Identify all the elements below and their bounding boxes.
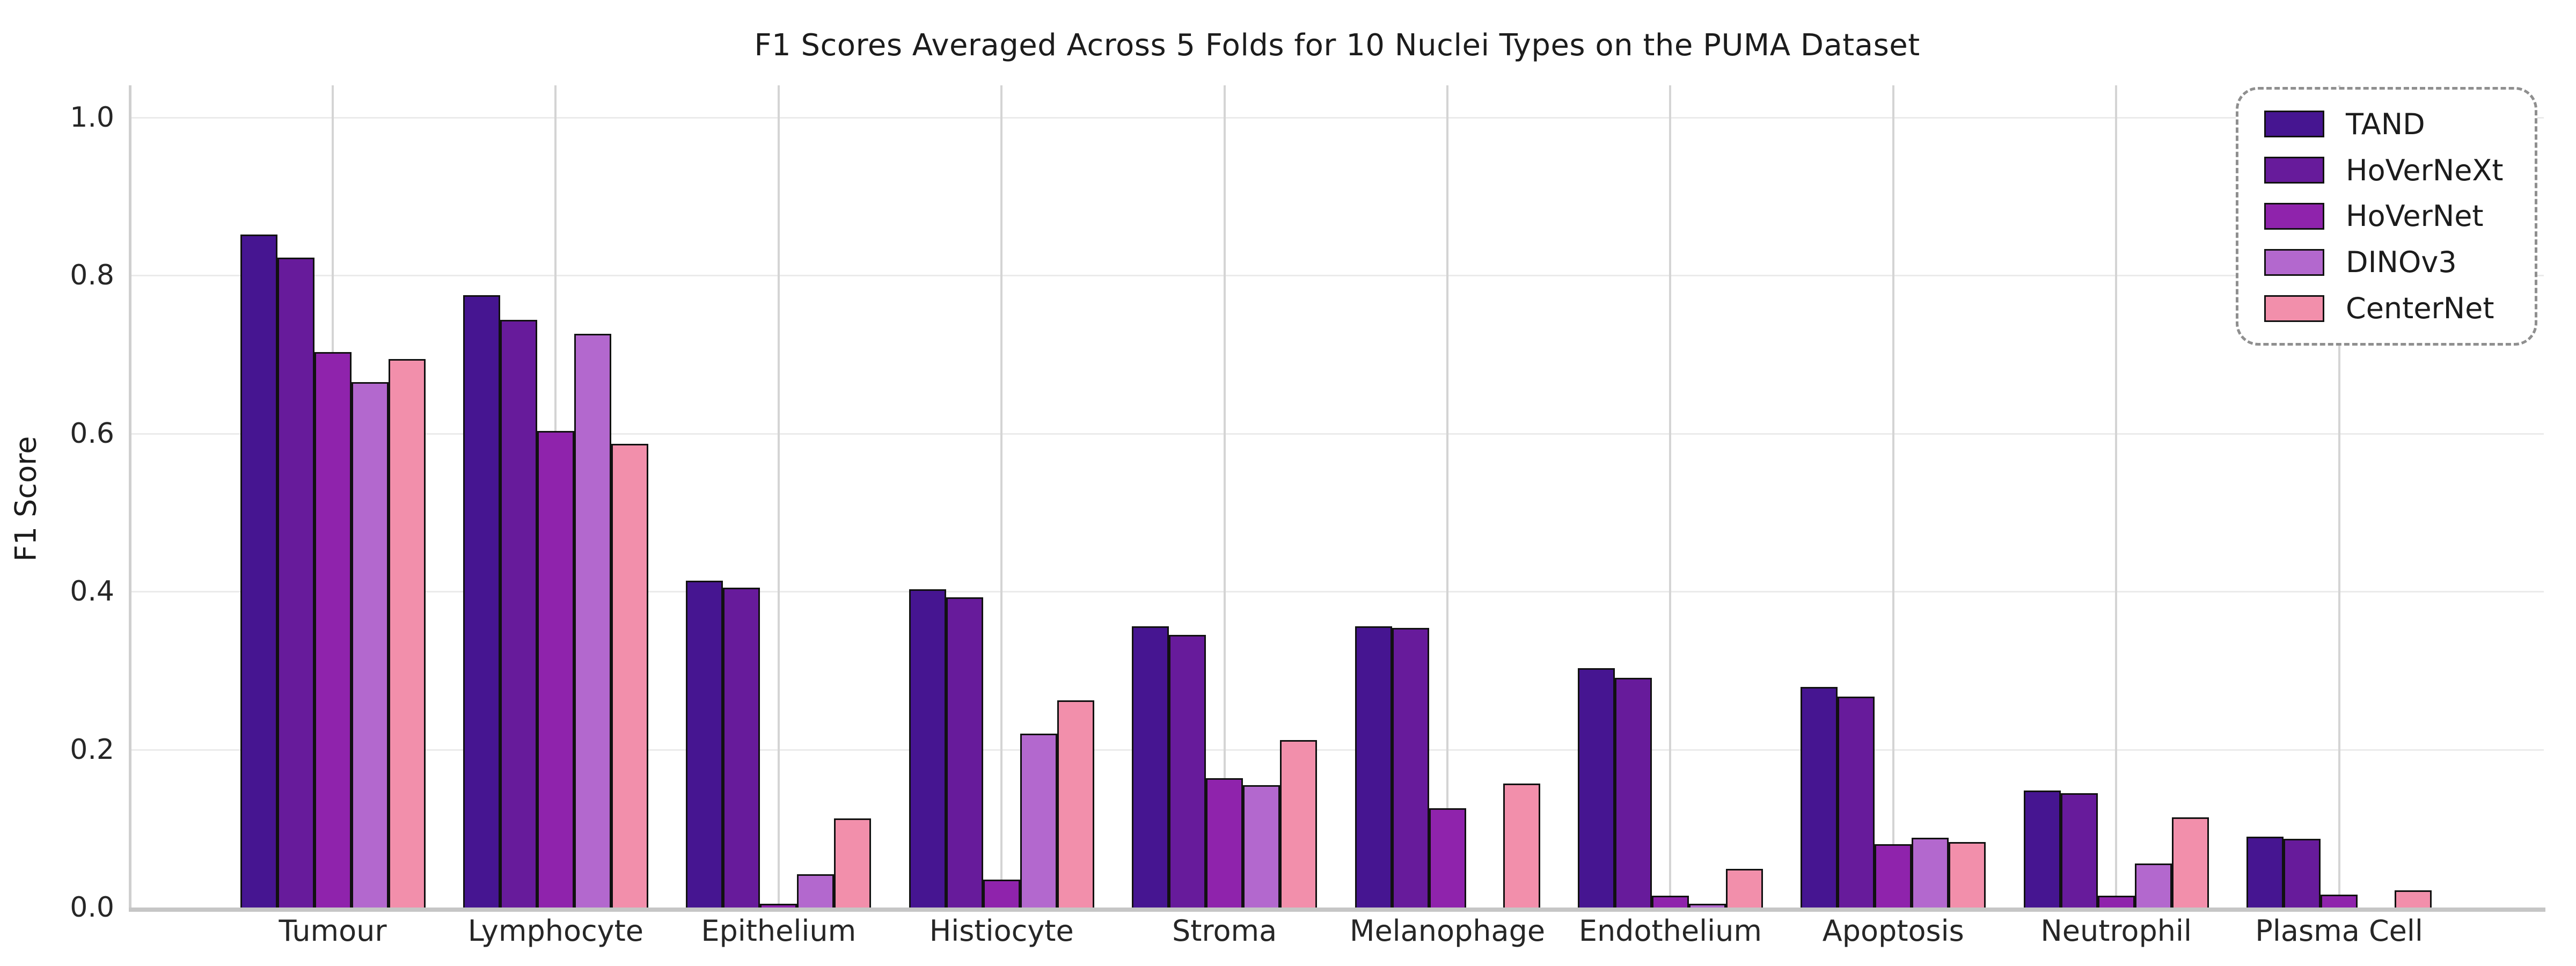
y-tick-label: 1.0	[70, 101, 114, 134]
bar-centernet-stroma	[1280, 740, 1318, 908]
x-tick-label-epithelium: Epithelium	[701, 914, 857, 948]
x-axis-line	[129, 908, 2545, 912]
bar-hovernet-neutrophil	[2097, 895, 2135, 908]
chart-title: F1 Scores Averaged Across 5 Folds for 10…	[754, 28, 1920, 63]
bar-dinov3-lymphocyte	[574, 334, 611, 908]
legend-label-dinov3: DINOv3	[2346, 245, 2457, 280]
legend: TAND HoVerNeXt HoVerNet DINOv3 CenterNet	[2236, 87, 2537, 346]
bar-centernet-endothelium	[1725, 868, 1763, 908]
x-tick-label-endothelium: Endothelium	[1578, 914, 1762, 948]
x-tick-label-neutrophil: Neutrophil	[2040, 914, 2192, 948]
legend-label-tand: TAND	[2346, 107, 2425, 141]
bar-hovernet-histiocyte	[983, 880, 1020, 908]
v-gridline	[2338, 85, 2340, 908]
legend-item-dinov3: DINOv3	[2264, 245, 2535, 279]
bar-dinov3-tumour	[351, 382, 389, 908]
bar-hovernext-histiocyte	[946, 597, 983, 908]
bar-dinov3-neutrophil	[2134, 863, 2172, 908]
bar-tand-epithelium	[686, 580, 723, 908]
h-gridline	[130, 749, 2544, 751]
h-gridline	[130, 591, 2544, 593]
bar-tand-melanophage	[1355, 626, 1392, 908]
bar-centernet-plasma-cell	[2395, 890, 2432, 908]
x-tick-label-tumour: Tumour	[279, 914, 387, 948]
bar-hovernext-epithelium	[723, 587, 760, 908]
h-gridline	[130, 433, 2544, 435]
x-tick-label-plasma-cell: Plasma Cell	[2255, 914, 2423, 948]
bar-centernet-epithelium	[834, 818, 872, 908]
left-axis-spine	[129, 85, 131, 912]
bar-tand-histiocyte	[909, 589, 946, 908]
v-gridline	[1892, 85, 1894, 908]
bar-hovernext-neutrophil	[2060, 793, 2098, 908]
x-tick-label-histiocyte: Histiocyte	[929, 914, 1074, 948]
y-tick-label: 0.6	[70, 417, 114, 450]
bar-hovernet-lymphocyte	[537, 431, 574, 908]
legend-item-hovernet: HoVerNet	[2264, 199, 2535, 233]
x-tick-label-lymphocyte: Lymphocyte	[467, 914, 644, 948]
legend-label-hovernet: HoVerNet	[2346, 199, 2484, 233]
bar-hovernext-stroma	[1169, 635, 1206, 908]
bar-tand-lymphocyte	[463, 295, 500, 908]
bar-centernet-neutrophil	[2171, 817, 2209, 908]
bar-tand-tumour	[240, 234, 277, 908]
bar-hovernext-apoptosis	[1838, 696, 1875, 908]
v-gridline	[777, 85, 780, 908]
y-tick-label: 0.8	[70, 259, 114, 292]
bar-tand-plasma-cell	[2246, 836, 2284, 908]
x-tick-label-stroma: Stroma	[1172, 914, 1277, 948]
bar-dinov3-epithelium	[797, 874, 835, 908]
legend-label-centernet: CenterNet	[2346, 291, 2494, 326]
bar-dinov3-endothelium	[1688, 903, 1726, 908]
bar-hovernext-melanophage	[1392, 627, 1429, 908]
bar-tand-stroma	[1132, 626, 1169, 908]
h-gridline	[130, 117, 2544, 119]
v-gridline	[1446, 85, 1448, 908]
v-gridline	[2115, 85, 2118, 908]
bar-centernet-tumour	[388, 359, 426, 908]
bar-centernet-apoptosis	[1949, 841, 1986, 908]
bar-hovernext-tumour	[277, 257, 314, 908]
legend-item-centernet: CenterNet	[2264, 291, 2535, 325]
legend-item-hovernext: HoVerNeXt	[2264, 153, 2535, 187]
bar-hovernext-lymphocyte	[500, 319, 537, 908]
bar-tand-neutrophil	[2023, 791, 2061, 908]
v-gridline	[1223, 85, 1226, 908]
bar-hovernet-endothelium	[1651, 895, 1689, 908]
bar-dinov3-histiocyte	[1020, 734, 1057, 908]
legend-swatch-hovernext	[2264, 157, 2324, 184]
legend-swatch-dinov3	[2264, 248, 2324, 276]
v-gridline	[1000, 85, 1003, 908]
bar-dinov3-apoptosis	[1912, 838, 1949, 908]
v-gridline	[1669, 85, 1672, 908]
bar-dinov3-stroma	[1243, 785, 1280, 908]
bar-hovernet-apoptosis	[1875, 844, 1912, 908]
bar-hovernet-stroma	[1206, 778, 1243, 908]
bar-hovernext-plasma-cell	[2284, 838, 2321, 908]
bar-tand-endothelium	[1577, 668, 1615, 908]
x-tick-label-apoptosis: Apoptosis	[1822, 914, 1964, 948]
legend-item-tand: TAND	[2264, 107, 2535, 141]
x-tick-label-melanophage: Melanophage	[1349, 914, 1546, 948]
bar-hovernet-epithelium	[760, 903, 797, 908]
y-tick-label: 0.4	[70, 575, 114, 608]
legend-label-hovernext: HoVerNeXt	[2346, 153, 2504, 187]
bar-centernet-melanophage	[1503, 783, 1540, 908]
bar-hovernet-plasma-cell	[2321, 895, 2358, 908]
bar-hovernext-endothelium	[1614, 677, 1652, 908]
legend-swatch-centernet	[2264, 295, 2324, 322]
bar-hovernet-tumour	[314, 352, 352, 908]
bar-centernet-histiocyte	[1057, 700, 1094, 908]
legend-swatch-tand	[2264, 111, 2324, 138]
bar-centernet-lymphocyte	[611, 443, 648, 908]
bar-tand-apoptosis	[1801, 687, 1838, 908]
y-tick-label: 0.0	[70, 891, 114, 924]
h-gridline	[130, 275, 2544, 277]
bar-hovernet-melanophage	[1429, 808, 1466, 908]
legend-swatch-hovernet	[2264, 202, 2324, 230]
y-tick-label: 0.2	[70, 733, 114, 766]
